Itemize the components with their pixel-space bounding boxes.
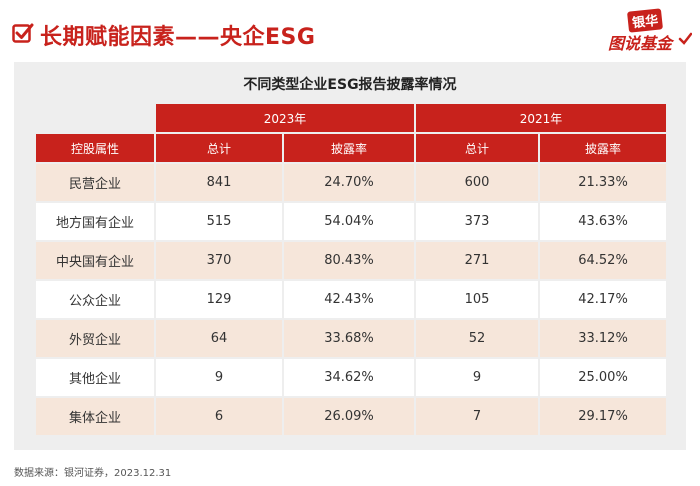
- cell-rate-2021: 33.12%: [540, 320, 667, 357]
- logo-check-icon: [678, 32, 692, 45]
- checkbox-icon: [12, 23, 34, 43]
- column-header-total-2023: 总计: [156, 134, 282, 162]
- page-title: 长期赋能因素——央企ESG: [40, 25, 316, 50]
- cell-rate-2021: 29.17%: [540, 398, 667, 435]
- brand-logo: 银华 图说基金: [602, 8, 694, 56]
- cell-rate-2021: 21.33%: [540, 164, 667, 201]
- cell-total-2023: 515: [156, 203, 282, 240]
- column-header-total-2021: 总计: [416, 134, 539, 162]
- column-header-rate-2021: 披露率: [540, 134, 667, 162]
- cell-total-2021: 271: [416, 242, 539, 279]
- cell-total-2023: 370: [156, 242, 282, 279]
- cell-rate-2023: 54.04%: [284, 203, 415, 240]
- cell-total-2023: 9: [156, 359, 282, 396]
- cell-ownership: 公众企业: [36, 281, 154, 318]
- cell-total-2023: 6: [156, 398, 282, 435]
- cell-total-2021: 600: [416, 164, 539, 201]
- cell-total-2021: 7: [416, 398, 539, 435]
- table-row: 集体企业 6 26.09% 7 29.17%: [36, 398, 667, 435]
- cell-rate-2023: 80.43%: [284, 242, 415, 279]
- table-row: 民营企业 841 24.70% 600 21.33%: [36, 164, 667, 201]
- table-row: 外贸企业 64 33.68% 52 33.12%: [36, 320, 667, 357]
- cell-ownership: 外贸企业: [36, 320, 154, 357]
- cell-total-2023: 841: [156, 164, 282, 201]
- disclosure-table: 2023年 2021年 控股属性 总计 披露率 总计 披露率 民营企业 841 …: [34, 102, 668, 437]
- cell-rate-2023: 33.68%: [284, 320, 415, 357]
- year-header-row: 2023年 2021年: [36, 104, 667, 132]
- cell-rate-2021: 42.17%: [540, 281, 667, 318]
- cell-rate-2021: 43.63%: [540, 203, 667, 240]
- header: 长期赋能因素——央企ESG 银华 图说基金: [0, 0, 700, 62]
- column-header-ownership: 控股属性: [36, 134, 154, 162]
- cell-ownership: 其他企业: [36, 359, 154, 396]
- cell-total-2021: 373: [416, 203, 539, 240]
- table-row: 其他企业 9 34.62% 9 25.00%: [36, 359, 667, 396]
- column-header-rate-2023: 披露率: [284, 134, 415, 162]
- cell-rate-2023: 26.09%: [284, 398, 415, 435]
- table-row: 地方国有企业 515 54.04% 373 43.63%: [36, 203, 667, 240]
- table-row: 中央国有企业 370 80.43% 271 64.52%: [36, 242, 667, 279]
- data-source-note: 数据来源：银河证券，2023.12.31: [14, 468, 172, 479]
- cell-ownership: 中央国有企业: [36, 242, 154, 279]
- cell-ownership: 地方国有企业: [36, 203, 154, 240]
- cell-rate-2023: 42.43%: [284, 281, 415, 318]
- cell-rate-2021: 25.00%: [540, 359, 667, 396]
- cell-ownership: 民营企业: [36, 164, 154, 201]
- cell-total-2023: 129: [156, 281, 282, 318]
- year-header-2021: 2021年: [416, 104, 667, 132]
- cell-total-2021: 9: [416, 359, 539, 396]
- table-panel: 不同类型企业ESG报告披露率情况 2023年 2021年 控股属性 总计 披露率…: [14, 62, 686, 450]
- table-title: 不同类型企业ESG报告披露率情况: [243, 77, 457, 93]
- cell-rate-2023: 24.70%: [284, 164, 415, 201]
- cell-ownership: 集体企业: [36, 398, 154, 435]
- cell-total-2023: 64: [156, 320, 282, 357]
- cell-total-2021: 52: [416, 320, 539, 357]
- table-row: 公众企业 129 42.43% 105 42.17%: [36, 281, 667, 318]
- year-header-2023: 2023年: [156, 104, 415, 132]
- column-header-row: 控股属性 总计 披露率 总计 披露率: [36, 134, 667, 162]
- cell-rate-2021: 64.52%: [540, 242, 667, 279]
- cell-total-2021: 105: [416, 281, 539, 318]
- header-corner: [36, 104, 154, 132]
- logo-bottom-text: 图说基金: [608, 34, 673, 53]
- cell-rate-2023: 34.62%: [284, 359, 415, 396]
